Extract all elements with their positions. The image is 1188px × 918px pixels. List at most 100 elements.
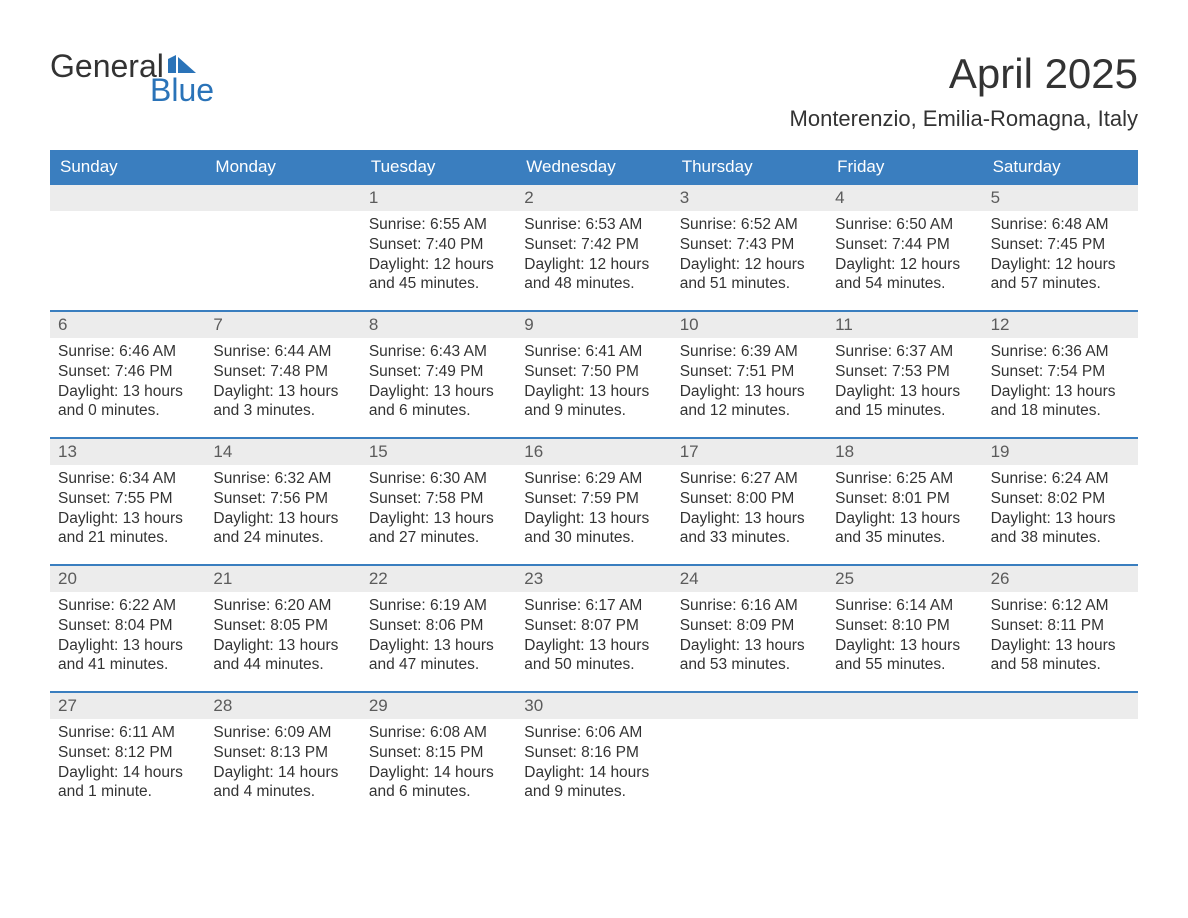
day-detail-line: Sunset: 8:00 PM (680, 489, 819, 509)
day-details: Sunrise: 6:17 AMSunset: 8:07 PMDaylight:… (516, 592, 671, 679)
day-number: 3 (672, 185, 827, 211)
day-detail-line: and 57 minutes. (991, 274, 1130, 294)
day-detail-line: Sunset: 7:53 PM (835, 362, 974, 382)
calendar-day: 3Sunrise: 6:52 AMSunset: 7:43 PMDaylight… (672, 185, 827, 310)
day-details: Sunrise: 6:53 AMSunset: 7:42 PMDaylight:… (516, 211, 671, 298)
day-detail-line: Sunrise: 6:08 AM (369, 723, 508, 743)
day-details: Sunrise: 6:27 AMSunset: 8:00 PMDaylight:… (672, 465, 827, 552)
day-number: 30 (516, 693, 671, 719)
day-detail-line: Daylight: 13 hours (835, 382, 974, 402)
weekday-label: Wednesday (516, 150, 671, 185)
day-detail-line: Sunset: 7:48 PM (213, 362, 352, 382)
day-detail-line: Sunset: 8:15 PM (369, 743, 508, 763)
day-number: 21 (205, 566, 360, 592)
day-number (827, 693, 982, 719)
day-detail-line: and 30 minutes. (524, 528, 663, 548)
day-detail-line: Daylight: 12 hours (524, 255, 663, 275)
day-details: Sunrise: 6:32 AMSunset: 7:56 PMDaylight:… (205, 465, 360, 552)
calendar-day: 29Sunrise: 6:08 AMSunset: 8:15 PMDayligh… (361, 693, 516, 818)
weekday-label: Thursday (672, 150, 827, 185)
day-detail-line: Sunrise: 6:52 AM (680, 215, 819, 235)
calendar-day: 28Sunrise: 6:09 AMSunset: 8:13 PMDayligh… (205, 693, 360, 818)
day-detail-line: and 12 minutes. (680, 401, 819, 421)
day-detail-line: Sunrise: 6:29 AM (524, 469, 663, 489)
day-number (50, 185, 205, 211)
calendar-day: 1Sunrise: 6:55 AMSunset: 7:40 PMDaylight… (361, 185, 516, 310)
day-detail-line: Sunrise: 6:39 AM (680, 342, 819, 362)
day-detail-line: Sunrise: 6:48 AM (991, 215, 1130, 235)
calendar-day: 16Sunrise: 6:29 AMSunset: 7:59 PMDayligh… (516, 439, 671, 564)
day-detail-line: Daylight: 13 hours (213, 382, 352, 402)
calendar-weekday-header: Sunday Monday Tuesday Wednesday Thursday… (50, 150, 1138, 185)
calendar-day: 9Sunrise: 6:41 AMSunset: 7:50 PMDaylight… (516, 312, 671, 437)
day-details: Sunrise: 6:37 AMSunset: 7:53 PMDaylight:… (827, 338, 982, 425)
day-detail-line: Sunrise: 6:55 AM (369, 215, 508, 235)
calendar-day: 15Sunrise: 6:30 AMSunset: 7:58 PMDayligh… (361, 439, 516, 564)
day-details (672, 719, 827, 727)
day-detail-line: Sunset: 8:13 PM (213, 743, 352, 763)
day-detail-line: Sunset: 8:07 PM (524, 616, 663, 636)
calendar-day (983, 693, 1138, 818)
day-number (983, 693, 1138, 719)
day-detail-line: Sunset: 7:42 PM (524, 235, 663, 255)
day-number: 1 (361, 185, 516, 211)
day-details (50, 211, 205, 219)
day-detail-line: and 53 minutes. (680, 655, 819, 675)
day-details: Sunrise: 6:46 AMSunset: 7:46 PMDaylight:… (50, 338, 205, 425)
day-detail-line: and 15 minutes. (835, 401, 974, 421)
calendar-day (205, 185, 360, 310)
day-detail-line: and 55 minutes. (835, 655, 974, 675)
day-detail-line: Sunset: 7:51 PM (680, 362, 819, 382)
day-number: 25 (827, 566, 982, 592)
day-detail-line: Daylight: 13 hours (835, 509, 974, 529)
day-detail-line: and 4 minutes. (213, 782, 352, 802)
day-detail-line: and 3 minutes. (213, 401, 352, 421)
day-details: Sunrise: 6:55 AMSunset: 7:40 PMDaylight:… (361, 211, 516, 298)
calendar-day: 17Sunrise: 6:27 AMSunset: 8:00 PMDayligh… (672, 439, 827, 564)
day-detail-line: and 41 minutes. (58, 655, 197, 675)
day-detail-line: Daylight: 13 hours (524, 509, 663, 529)
calendar-day: 25Sunrise: 6:14 AMSunset: 8:10 PMDayligh… (827, 566, 982, 691)
calendar: Sunday Monday Tuesday Wednesday Thursday… (50, 150, 1138, 818)
calendar-day: 13Sunrise: 6:34 AMSunset: 7:55 PMDayligh… (50, 439, 205, 564)
title-block: April 2025 Monterenzio, Emilia-Romagna, … (790, 50, 1138, 132)
day-detail-line: Sunrise: 6:34 AM (58, 469, 197, 489)
day-detail-line: Sunset: 8:12 PM (58, 743, 197, 763)
day-detail-line: Sunset: 7:40 PM (369, 235, 508, 255)
day-number: 23 (516, 566, 671, 592)
day-detail-line: Daylight: 13 hours (213, 509, 352, 529)
day-detail-line: and 45 minutes. (369, 274, 508, 294)
day-detail-line: Sunrise: 6:41 AM (524, 342, 663, 362)
day-number: 16 (516, 439, 671, 465)
weekday-label: Friday (827, 150, 982, 185)
day-detail-line: Daylight: 14 hours (213, 763, 352, 783)
calendar-day: 19Sunrise: 6:24 AMSunset: 8:02 PMDayligh… (983, 439, 1138, 564)
day-details: Sunrise: 6:44 AMSunset: 7:48 PMDaylight:… (205, 338, 360, 425)
day-detail-line: Sunset: 7:43 PM (680, 235, 819, 255)
day-detail-line: Daylight: 12 hours (991, 255, 1130, 275)
day-detail-line: Sunrise: 6:43 AM (369, 342, 508, 362)
day-detail-line: and 58 minutes. (991, 655, 1130, 675)
day-number: 4 (827, 185, 982, 211)
day-number (205, 185, 360, 211)
day-detail-line: and 51 minutes. (680, 274, 819, 294)
day-details (827, 719, 982, 727)
day-detail-line: and 27 minutes. (369, 528, 508, 548)
day-number: 26 (983, 566, 1138, 592)
calendar-day: 27Sunrise: 6:11 AMSunset: 8:12 PMDayligh… (50, 693, 205, 818)
calendar-day: 5Sunrise: 6:48 AMSunset: 7:45 PMDaylight… (983, 185, 1138, 310)
day-details: Sunrise: 6:24 AMSunset: 8:02 PMDaylight:… (983, 465, 1138, 552)
day-details: Sunrise: 6:50 AMSunset: 7:44 PMDaylight:… (827, 211, 982, 298)
day-detail-line: Sunrise: 6:44 AM (213, 342, 352, 362)
day-detail-line: Daylight: 13 hours (680, 509, 819, 529)
day-detail-line: Sunset: 8:16 PM (524, 743, 663, 763)
day-detail-line: and 44 minutes. (213, 655, 352, 675)
calendar-day (672, 693, 827, 818)
day-details (205, 211, 360, 219)
day-number: 15 (361, 439, 516, 465)
day-number (672, 693, 827, 719)
calendar-day: 20Sunrise: 6:22 AMSunset: 8:04 PMDayligh… (50, 566, 205, 691)
day-detail-line: Daylight: 13 hours (680, 636, 819, 656)
month-title: April 2025 (790, 50, 1138, 98)
day-detail-line: Sunset: 7:58 PM (369, 489, 508, 509)
